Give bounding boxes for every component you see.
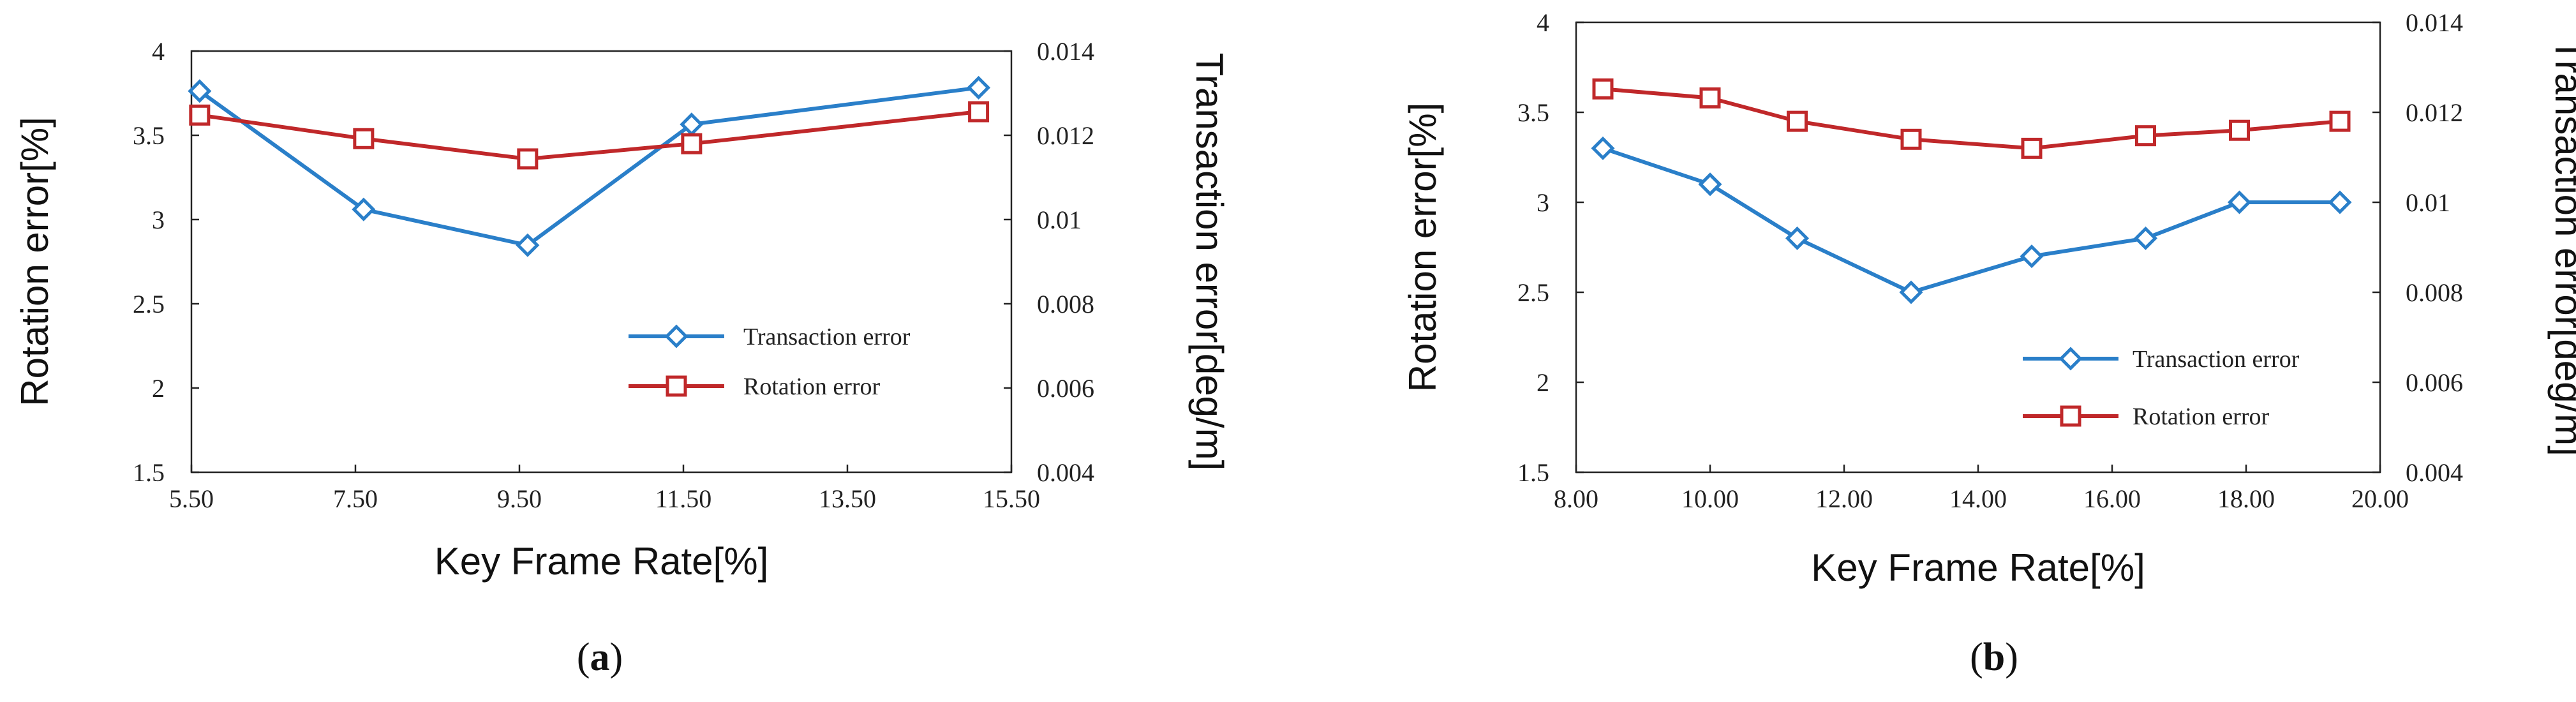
x-tick-label: 10.00: [1681, 484, 1739, 513]
data-point-square: [2135, 125, 2156, 147]
data-point-diamond: [1698, 172, 1722, 197]
legend-label-0: Transaction error: [2133, 346, 2300, 373]
y-left-tick-label: 2: [152, 374, 165, 403]
y-right-tick-label: 0.014: [2406, 8, 2463, 37]
series-line-0: [198, 86, 979, 248]
y-left-tick-label: 1.5: [133, 458, 165, 487]
data-point-diamond: [2133, 226, 2158, 250]
y-left-tick-label: 4: [152, 37, 165, 66]
data-point-diamond: [2020, 244, 2044, 269]
data-point-diamond: [188, 79, 212, 103]
data-point-square: [353, 128, 375, 149]
data-point-diamond: [2227, 190, 2252, 214]
y-right-tick-label: 0.012: [1037, 121, 1094, 150]
data-point-diamond: [2328, 190, 2352, 214]
y-right-axis-title: Transaction error[deg/m]: [2547, 38, 2576, 456]
chart-panel-a: 5.50 7.50 9.50 11.50 13.50 15.50 1.5 2 2.5 3 3.5 4 0…: [13, 37, 1231, 679]
x-tick-label: 9.50: [497, 484, 542, 513]
data-point-square: [189, 104, 211, 126]
y-right-tick-label: 0.008: [2406, 278, 2463, 307]
series-line-1: [199, 110, 979, 161]
y-right-tick-label: 0.004: [1037, 458, 1094, 487]
data-point-square: [2021, 137, 2043, 159]
data-point-square: [517, 148, 539, 170]
y-right-tick-label: 0.012: [2406, 98, 2463, 127]
y-left-tick-label: 2.5: [1517, 278, 1549, 307]
legend-marker-diamond: [2059, 347, 2083, 371]
data-point-diamond: [967, 75, 991, 100]
panel-label-letter: b: [1983, 636, 2005, 679]
x-tick-label: 18.00: [2217, 484, 2275, 513]
x-tick-label: 5.50: [169, 484, 214, 513]
y-left-tick-label: 3: [1537, 188, 1549, 217]
data-point-diamond: [516, 233, 540, 257]
y-left-axis-title: Rotation error[%]: [1401, 103, 1444, 392]
y-left-tick-label: 4: [1537, 8, 1549, 37]
legend-marker-square: [2060, 405, 2081, 427]
plot-frame: [190, 50, 1013, 474]
data-point-square: [681, 133, 703, 154]
data-point-square: [1592, 78, 1614, 100]
data-point-square: [968, 101, 990, 123]
legend-marker-square: [666, 375, 687, 397]
data-point-square: [1699, 87, 1721, 108]
y-right-tick-label: 0.01: [1037, 205, 1082, 234]
y-left-tick-label: 1.5: [1517, 458, 1549, 487]
panel-label: (b): [1970, 636, 2018, 679]
data-point-square: [2329, 110, 2351, 132]
y-right-tick-label: 0.004: [2406, 458, 2463, 487]
x-tick-label: 13.50: [819, 484, 876, 513]
data-point-diamond: [352, 197, 376, 221]
legend-label-1: Rotation error: [2133, 403, 2270, 430]
legend-label-1: Rotation error: [743, 373, 881, 400]
data-point-square: [1900, 128, 1922, 150]
data-point-square: [1787, 110, 1808, 132]
legend-marker-diamond: [664, 324, 689, 348]
y-left-axis-title: Rotation error[%]: [13, 117, 56, 407]
data-point-diamond: [1899, 280, 1923, 304]
y-left-tick-label: 3: [152, 205, 165, 234]
x-tick-label: 15.50: [983, 484, 1040, 513]
x-tick-label: 12.00: [1815, 484, 1873, 513]
x-tick-label: 8.00: [1554, 484, 1598, 513]
series-line-1: [1602, 87, 2341, 151]
panel-label: (a): [577, 636, 623, 679]
panel-label-letter: a: [590, 636, 610, 679]
x-tick-label: 7.50: [333, 484, 378, 513]
y-right-tick-label: 0.006: [1037, 374, 1094, 403]
chart-panel-b: 8.00 10.00 12.00 14.00 16.00 18.00 20.00 1.5 2 2.…: [1401, 8, 2576, 679]
series-line-0: [1602, 146, 2340, 295]
y-right-tick-label: 0.014: [1037, 37, 1094, 66]
data-point-diamond: [1591, 136, 1615, 160]
y-left-tick-label: 3.5: [133, 121, 165, 150]
data-point-diamond: [1785, 226, 1810, 250]
y-right-tick-label: 0.01: [2406, 188, 2450, 217]
x-tick-label: 11.50: [655, 484, 712, 513]
y-right-tick-label: 0.006: [2406, 368, 2463, 397]
x-tick-label: 14.00: [1949, 484, 2007, 513]
y-right-axis-title: Transaction error[deg/m]: [1188, 53, 1231, 471]
x-tick-label: 16.00: [2083, 484, 2141, 513]
x-tick-label: 20.00: [2351, 484, 2409, 513]
x-axis-title: Key Frame Rate[%]: [1811, 546, 2145, 589]
y-left-tick-label: 2.5: [133, 290, 165, 318]
y-left-tick-label: 3.5: [1517, 98, 1549, 127]
x-axis-title: Key Frame Rate[%]: [435, 540, 769, 583]
y-right-tick-label: 0.008: [1037, 290, 1094, 318]
legend-label-0: Transaction error: [743, 324, 911, 350]
data-point-square: [2229, 119, 2250, 141]
y-left-tick-label: 2: [1537, 368, 1549, 397]
